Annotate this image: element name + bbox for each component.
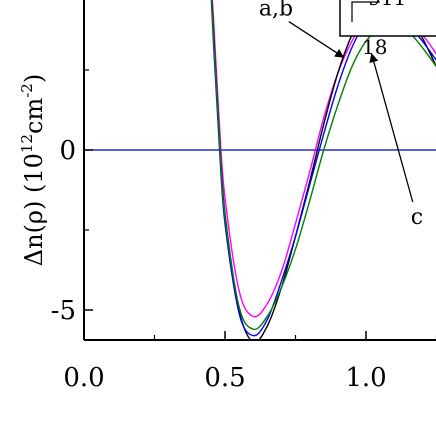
ylabel-suffix: ) [20, 74, 48, 83]
ylabel-exp1: 12 [18, 134, 36, 153]
series-layer [210, 0, 436, 340]
x-tick-label: 0.0 [63, 363, 104, 393]
annotation-label-c: c [411, 205, 423, 230]
y-tick-label: -5 [51, 296, 76, 326]
annotation-arrow-c [369, 53, 414, 203]
inset-panel: 911 18 [339, 0, 436, 59]
y-tick-label: 0 [59, 136, 76, 166]
inset-label: 18 [362, 35, 387, 59]
y-tick-label: 5 [59, 0, 76, 6]
annotations-layer: a,b c [259, 0, 423, 230]
plot-frame [83, 0, 436, 341]
inset-curve [351, 1, 380, 22]
series-line-2 [211, 0, 436, 340]
annotation-arrow-ab [288, 21, 345, 58]
y-axis-label: Δn(ρ) (1012cm-2) [18, 74, 48, 266]
x-tick-label: 0.5 [204, 363, 245, 393]
ylabel-exp2: -2 [18, 83, 36, 98]
annotation-label-ab: a,b [259, 0, 293, 22]
ylabel-prefix: Δn(ρ) (10 [20, 153, 48, 266]
inset-frame [339, 0, 436, 37]
svg-text:Δn(ρ) (1012cm-2): Δn(ρ) (1012cm-2) [18, 74, 48, 266]
series-line-3 [210, 0, 436, 337]
x-tick-label: 1.0 [345, 363, 386, 393]
inset-partial-text: 911 [368, 0, 406, 10]
ylabel-middle: cm [20, 98, 48, 134]
axis-ticks: -5 0 5 0.0 0.5 1.0 [51, 0, 436, 393]
series-line-1 [211, 0, 436, 318]
